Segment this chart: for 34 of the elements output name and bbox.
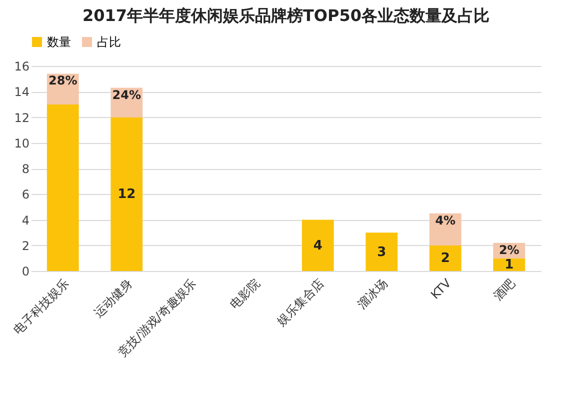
data-label: 4 [313, 238, 322, 254]
y-tick-label: 0 [22, 264, 30, 278]
y-tick-label: 16 [14, 60, 30, 74]
bar [302, 220, 334, 271]
bar [429, 213, 462, 246]
chart-title: 2017年半年度休闲娱乐品牌榜TOP50各业态数量及占比 [82, 6, 490, 25]
data-label: 1 [504, 258, 514, 273]
data-label: 12 [118, 187, 136, 202]
y-tick-label: 4 [22, 213, 30, 228]
bar [493, 258, 526, 271]
x-tick-label: 运动健身 [91, 276, 136, 320]
x-tick-label: 溜冰场 [354, 276, 390, 312]
data-label: 3 [377, 244, 386, 260]
annotation: 4% [435, 213, 456, 228]
y-tick-label: 2 [22, 238, 30, 253]
bar [429, 245, 462, 271]
x-tick-label: 电子科技娱乐 [10, 276, 72, 337]
bar [110, 117, 143, 271]
y-tick-label: 10 [14, 136, 30, 150]
x-tick-label: 电影院 [227, 276, 263, 312]
legend-label: 数量 [47, 35, 71, 49]
annotation: 24% [112, 88, 141, 102]
y-tick-label: 12 [14, 110, 30, 125]
y-tick-label: 8 [22, 162, 30, 176]
annotation: 2% [498, 242, 520, 257]
bar [46, 104, 79, 271]
x-tick-label: 酒吧 [490, 276, 518, 303]
legend-label: 占比 [97, 35, 121, 49]
annotation: 28% [48, 74, 78, 88]
x-tick-label: 娱乐集合店 [274, 276, 326, 328]
y-tick-label: 6 [22, 188, 30, 202]
y-tick-label: 14 [14, 85, 30, 100]
data-label: 2 [440, 251, 450, 266]
bar [366, 232, 398, 271]
